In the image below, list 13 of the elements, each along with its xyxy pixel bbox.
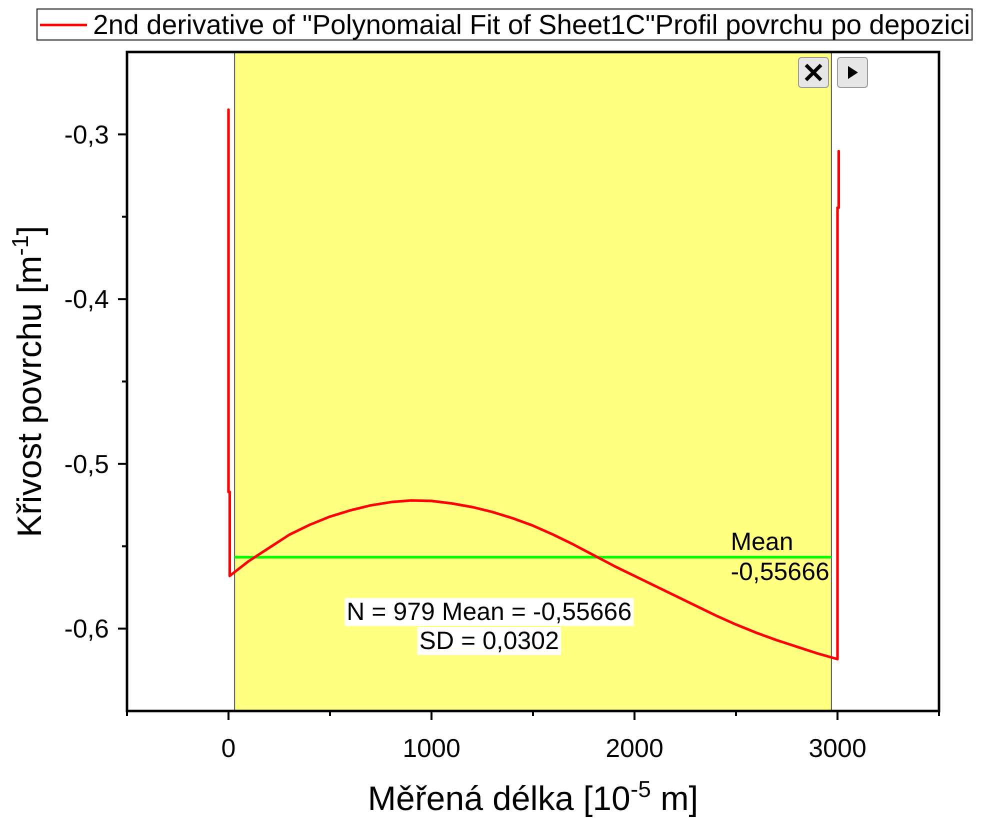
x-tick-label: 0 (221, 733, 236, 763)
y-tick-label: -0,4 (64, 284, 109, 314)
annotation: N = 979 Mean = -0,55666 SD = 0,0302 (346, 598, 632, 656)
y-tick-label: -0,3 (64, 119, 109, 150)
x-axis-title: Měřená délka [10$^{-5}$ m] (368, 776, 698, 818)
x-tick-label: 1000 (402, 733, 460, 763)
x-tick-label: 3000 (808, 733, 866, 763)
y-tick-label: -0,5 (64, 448, 109, 479)
x-tick-label: 2000 (606, 733, 664, 763)
legend-label: 2nd derivative of "Polynomaial Fit of Sheet1C"Profil povrchu po depozici (93, 9, 970, 40)
y-tick-label: -0,6 (64, 614, 109, 644)
ref-line-label: Mean -0,55666 (730, 528, 830, 586)
line-series (227, 108, 840, 660)
